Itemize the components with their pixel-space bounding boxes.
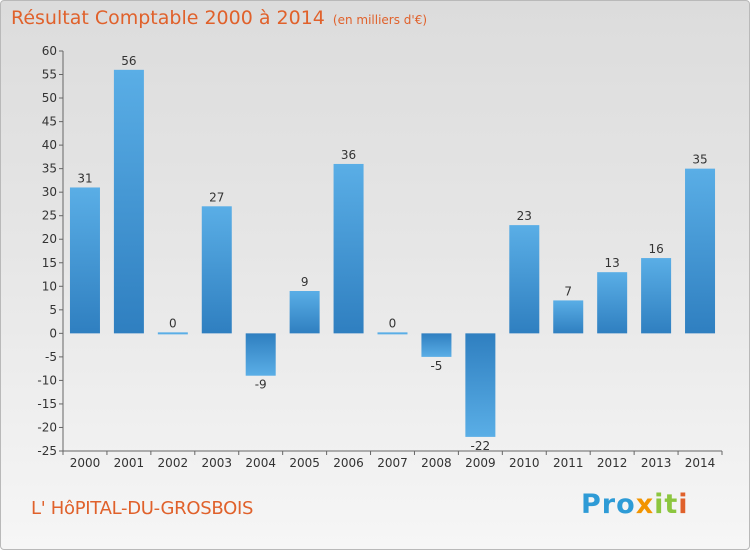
bar	[245, 333, 276, 376]
y-tick-label: 15	[42, 256, 57, 270]
x-tick-label: 2002	[158, 456, 189, 470]
x-tick-label: 2007	[377, 456, 408, 470]
logo-letter: x	[635, 489, 655, 520]
bar-value-label: 56	[121, 54, 136, 68]
chart-header: Résultat Comptable 2000 à 2014 (en millie…	[11, 7, 427, 29]
bar	[201, 206, 232, 334]
y-tick-label: 55	[42, 68, 57, 82]
chart-subtitle: (en milliers d'€)	[332, 13, 428, 27]
bar-value-label: 16	[648, 242, 663, 256]
bar-value-label: -22	[471, 439, 491, 453]
bar	[641, 258, 672, 334]
y-tick-label: 45	[42, 115, 57, 129]
bar	[597, 272, 628, 334]
bar-value-label: 31	[77, 171, 92, 185]
y-tick-label: 5	[49, 303, 57, 317]
y-tick-label: -10	[37, 373, 57, 387]
bar	[685, 168, 716, 334]
commune-name: L' HôPITAL-DU-GROSBOIS	[31, 498, 254, 519]
proxiti-logo: Proxiti	[581, 489, 689, 520]
bar	[289, 291, 320, 334]
x-tick-label: 2013	[641, 456, 672, 470]
y-tick-label: -25	[37, 444, 57, 458]
y-tick-label: -20	[37, 420, 57, 434]
y-tick-label: 35	[42, 162, 57, 176]
y-tick-label: 50	[42, 91, 57, 105]
y-tick-label: -15	[37, 397, 57, 411]
y-tick-label: 25	[42, 209, 57, 223]
x-tick-label: 2006	[333, 456, 364, 470]
x-tick-label: 2014	[685, 456, 716, 470]
y-tick-label: 40	[42, 138, 57, 152]
bar	[421, 333, 452, 357]
bar-value-label: -5	[430, 359, 442, 373]
y-tick-label: 10	[42, 279, 57, 293]
chart-title: Résultat Comptable 2000 à 2014	[11, 7, 325, 29]
bar-value-label: 0	[169, 316, 177, 330]
bar-value-label: 35	[692, 153, 707, 167]
x-tick-label: 2012	[597, 456, 628, 470]
bar	[113, 69, 144, 334]
bar-value-label: 36	[341, 148, 356, 162]
bar-value-label: 0	[389, 316, 397, 330]
x-tick-label: 2010	[509, 456, 540, 470]
bar	[157, 332, 188, 335]
x-tick-label: 2000	[70, 456, 101, 470]
bar	[509, 225, 540, 334]
y-tick-label: -5	[45, 350, 57, 364]
logo-letter: t	[664, 489, 679, 520]
logo-letter: i	[654, 489, 665, 520]
x-tick-label: 2001	[114, 456, 145, 470]
bar-value-label: 7	[564, 284, 572, 298]
bar-value-label: 23	[517, 209, 532, 223]
bar-value-label: -9	[255, 378, 267, 392]
x-tick-label: 2005	[289, 456, 320, 470]
bar	[69, 187, 100, 334]
x-tick-label: 2011	[553, 456, 584, 470]
bar	[377, 332, 408, 335]
y-tick-label: 20	[42, 232, 57, 246]
logo-letter: o	[616, 489, 636, 520]
bar	[465, 333, 496, 437]
bar	[333, 163, 364, 334]
x-tick-label: 2009	[465, 456, 496, 470]
x-tick-label: 2003	[201, 456, 232, 470]
logo-letter: P	[581, 489, 602, 520]
y-tick-label: 60	[42, 44, 57, 58]
bar-value-label: 9	[301, 275, 309, 289]
y-tick-label: 0	[49, 326, 57, 340]
logo-letter: i	[678, 489, 689, 520]
x-tick-label: 2008	[421, 456, 452, 470]
bar	[553, 300, 584, 334]
bar-value-label: 13	[605, 256, 620, 270]
logo-letter: r	[601, 489, 617, 520]
y-tick-label: 30	[42, 185, 57, 199]
bar-value-label: 27	[209, 190, 224, 204]
x-tick-label: 2004	[245, 456, 276, 470]
